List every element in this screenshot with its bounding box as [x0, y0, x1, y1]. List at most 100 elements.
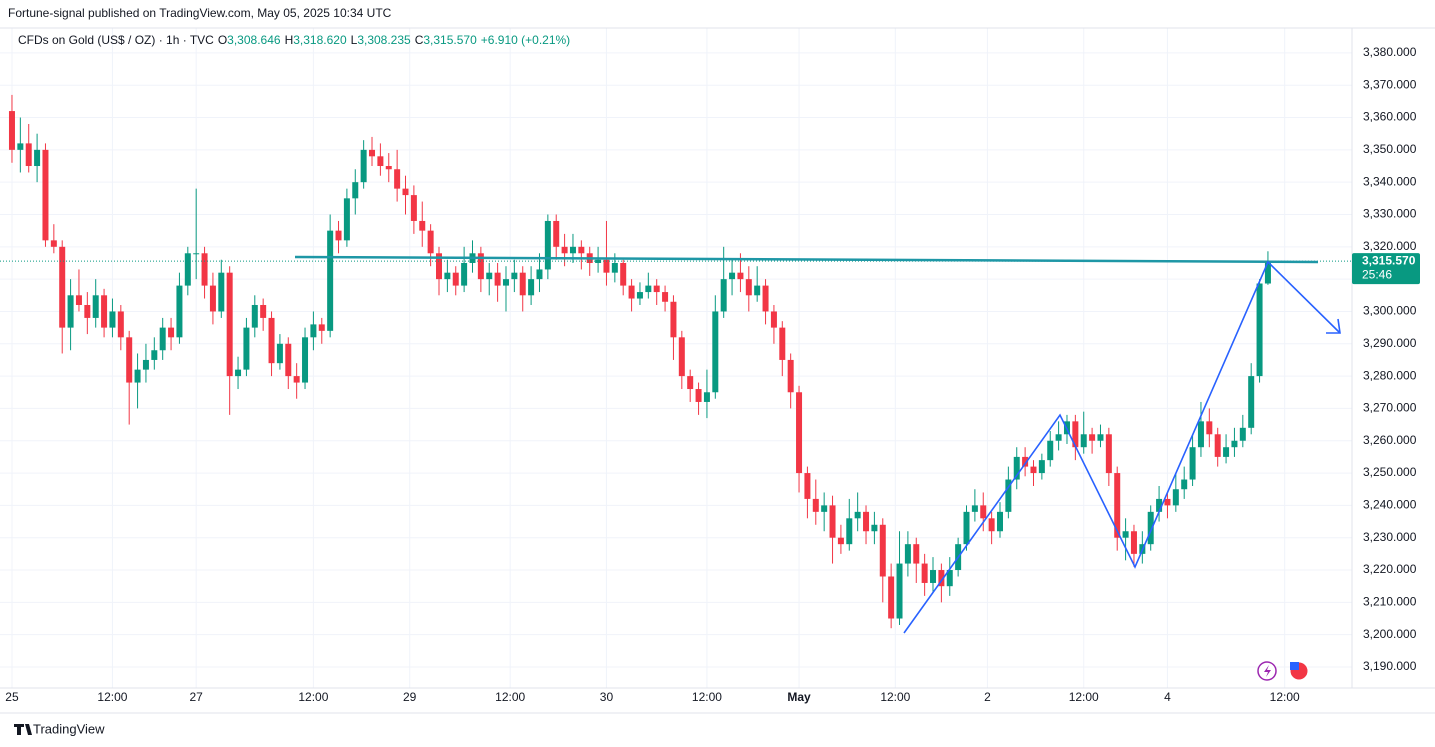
- zigzag-projection: [903, 260, 1341, 634]
- x-tick-label: 2: [984, 690, 991, 704]
- symbol-legend: CFDs on Gold (US$ / OZ) · 1h · TVC O3,308…: [18, 33, 570, 47]
- candle-body: [796, 392, 803, 474]
- candle-body: [1055, 434, 1062, 441]
- candle-body: [603, 259, 610, 273]
- candle-body: [502, 279, 509, 286]
- y-tick-label: 3,330.000: [1363, 207, 1417, 221]
- candle-body: [1072, 421, 1079, 448]
- y-tick-label: 3,300.000: [1363, 304, 1417, 318]
- candle-body: [310, 324, 317, 338]
- symbol: CFDs on Gold (US$ / OZ) · 1h · TVC: [18, 33, 214, 47]
- legend-value: 3,308.235: [357, 33, 411, 47]
- candle-body: [1147, 511, 1154, 545]
- candle-body: [494, 272, 501, 286]
- publish-header: Fortune-signal published on TradingView.…: [8, 6, 392, 20]
- candle-body: [1223, 447, 1230, 457]
- candle-body: [402, 188, 409, 196]
- candle-body: [561, 246, 568, 254]
- footer-brand: TradingView: [33, 721, 105, 736]
- candle-body: [720, 279, 727, 312]
- candle-body: [1248, 376, 1255, 428]
- candle-body: [653, 285, 660, 293]
- candle-body: [528, 279, 535, 296]
- candle-body: [729, 272, 736, 280]
- candle-body: [904, 544, 911, 564]
- candle-body: [34, 149, 41, 167]
- candle-body: [1181, 479, 1188, 490]
- y-tick-label: 3,220.000: [1363, 562, 1417, 576]
- candle-body: [1130, 531, 1137, 554]
- x-tick-label: 12:00: [880, 690, 910, 704]
- y-tick-label: 3,370.000: [1363, 77, 1417, 91]
- candle-body: [92, 295, 99, 318]
- flag-canton: [1290, 662, 1299, 670]
- candle-body: [703, 392, 710, 402]
- candle-body: [762, 285, 769, 312]
- candle-body: [1114, 473, 1121, 538]
- candle-body: [863, 511, 870, 532]
- candle-body: [1206, 421, 1213, 435]
- legend-key: C: [415, 33, 424, 47]
- horizontal-trend-line: [294, 255, 1319, 264]
- candle-body: [59, 246, 66, 328]
- candle-body: [1005, 479, 1012, 512]
- candle-body: [1105, 434, 1112, 474]
- x-tick-label: 29: [403, 690, 417, 704]
- y-tick-label: 3,280.000: [1363, 368, 1417, 382]
- x-tick-label: 12:00: [97, 690, 127, 704]
- candle-body: [117, 311, 124, 338]
- candle-body: [553, 220, 560, 247]
- candle-body: [226, 272, 233, 377]
- candle-body: [1197, 421, 1204, 448]
- axes: 3,190.000 3,200.000 3,210.000 3,220.000 3,23…: [5, 45, 1420, 704]
- candle-body: [8, 111, 15, 150]
- y-tick-label: 3,210.000: [1363, 595, 1417, 609]
- candle-body: [1214, 434, 1221, 457]
- candle-body: [193, 253, 200, 255]
- candle-body: [1156, 498, 1163, 512]
- candle-body: [109, 311, 116, 328]
- candle-body: [168, 327, 175, 338]
- candle-body: [184, 253, 191, 286]
- x-tick-label: 30: [600, 690, 614, 704]
- candle-body: [1047, 440, 1054, 461]
- candle-body: [779, 327, 786, 360]
- x-tick-label: 12:00: [298, 690, 328, 704]
- candle-body: [569, 246, 576, 254]
- candle-body: [595, 259, 602, 263]
- candle-body: [1172, 489, 1179, 506]
- candle-body: [176, 285, 183, 338]
- candle-body: [1231, 440, 1238, 448]
- candle-body: [804, 473, 811, 499]
- candle-body: [369, 149, 376, 157]
- candle-body: [1239, 427, 1246, 441]
- y-tick-label: 3,250.000: [1363, 465, 1417, 479]
- candle-body: [101, 295, 108, 328]
- candle-body: [996, 511, 1003, 532]
- candle-body: [1164, 498, 1171, 506]
- candle-body: [678, 337, 685, 377]
- candle-body: [1097, 434, 1104, 441]
- legend-change: +6.910 (+0.21%): [481, 33, 570, 47]
- y-tick-label: 3,290.000: [1363, 336, 1417, 350]
- candle-body: [126, 337, 133, 383]
- candle-body: [737, 272, 744, 280]
- candle-body: [787, 359, 794, 393]
- candle-body: [946, 570, 953, 587]
- y-tick-label: 3,360.000: [1363, 110, 1417, 124]
- candle-body: [243, 327, 250, 370]
- candle-body: [888, 576, 895, 619]
- y-tick-label: 3,270.000: [1363, 401, 1417, 415]
- candle-body: [1189, 447, 1196, 480]
- candle-body: [536, 269, 543, 280]
- candle-body: [327, 230, 334, 331]
- candle-body: [1022, 456, 1029, 467]
- candle-body: [879, 524, 886, 577]
- candle-body: [837, 537, 844, 545]
- candle-body: [444, 272, 451, 280]
- candle-body: [151, 350, 158, 360]
- candle-body: [636, 292, 643, 299]
- legend-value: 3,318.620: [293, 33, 347, 47]
- candle-body: [695, 389, 702, 402]
- legend-key: L: [351, 33, 358, 47]
